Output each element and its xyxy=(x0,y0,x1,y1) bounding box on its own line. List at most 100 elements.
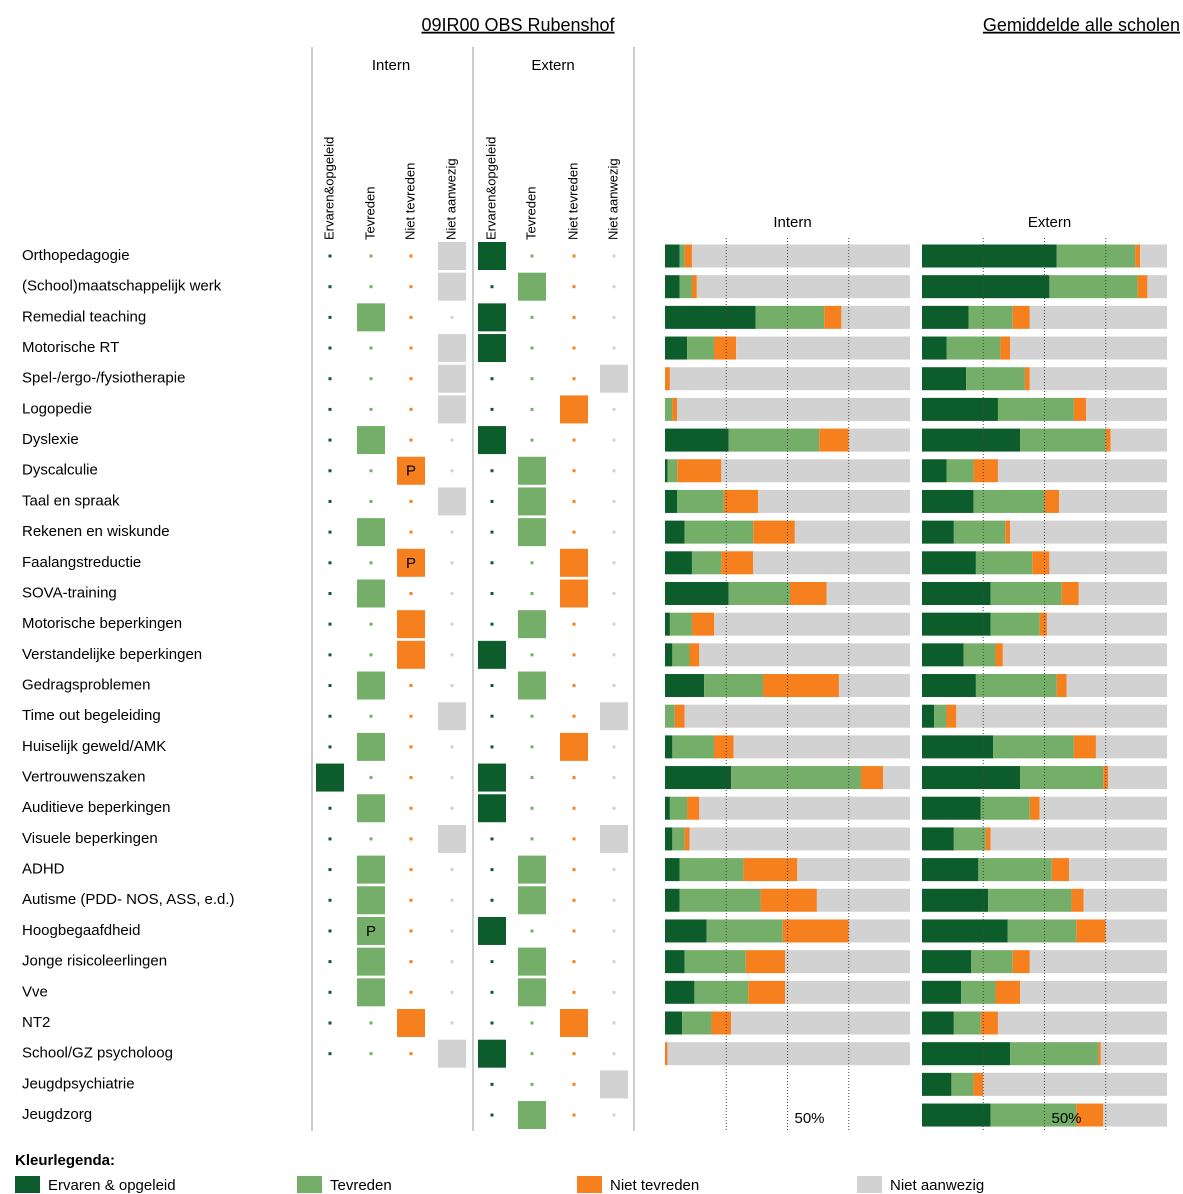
bar-segment xyxy=(696,275,910,299)
cell-dot xyxy=(530,407,534,411)
bar-segment xyxy=(922,367,967,391)
bar-segment xyxy=(763,674,839,698)
bar-segment xyxy=(665,674,705,698)
legend-swatch xyxy=(577,1176,602,1193)
cell-dot xyxy=(490,960,494,964)
bar-segment xyxy=(922,888,989,912)
bar-segment xyxy=(684,827,690,851)
bar-segment xyxy=(665,551,692,575)
bar-segment xyxy=(665,305,756,329)
bar-segment xyxy=(1044,489,1060,513)
bar-segment xyxy=(665,459,668,483)
cell-dot xyxy=(490,285,494,289)
bar-segment xyxy=(995,980,1020,1004)
cell-dot xyxy=(328,990,332,994)
cell-filled xyxy=(357,886,385,915)
bar-segment xyxy=(995,643,1003,667)
cell-dot xyxy=(530,714,534,718)
bar-segment xyxy=(669,796,688,820)
bar-segment xyxy=(669,367,910,391)
column-header: Ervaren&opgeleid xyxy=(321,137,336,240)
cell-filled xyxy=(560,1009,588,1037)
bar-segment xyxy=(953,827,986,851)
cell-dot xyxy=(450,1021,454,1025)
bar-segment xyxy=(922,520,954,544)
bar-segment xyxy=(1066,674,1167,698)
cell-filled xyxy=(600,1070,628,1099)
bar-segment xyxy=(672,735,714,759)
cell-dot xyxy=(328,960,332,964)
bar-segment xyxy=(665,888,680,912)
row-label: Remedial teaching xyxy=(22,308,146,325)
cell-filled xyxy=(357,855,385,884)
bar-segment xyxy=(1029,950,1167,974)
cell-dot xyxy=(572,254,576,258)
cell-dot xyxy=(450,591,454,595)
cell-dot xyxy=(572,990,576,994)
cell-dot xyxy=(450,684,454,688)
cell-dot xyxy=(612,653,616,657)
bar-segment xyxy=(687,796,700,820)
cell-dot xyxy=(409,714,413,718)
cell-label: P xyxy=(406,555,416,572)
bar-segment xyxy=(1039,796,1167,820)
cell-dot xyxy=(572,684,576,688)
bar-segment xyxy=(1071,888,1084,912)
bar-segment xyxy=(980,796,1030,820)
bar-segment xyxy=(665,1042,668,1066)
bar-segment xyxy=(665,275,680,299)
column-header: Niet aanwezig xyxy=(605,158,620,240)
bar-segment xyxy=(922,950,971,974)
cell-filled xyxy=(560,395,588,424)
cell-dot xyxy=(369,653,373,657)
cell-filled xyxy=(600,824,628,853)
row-label: Faalangstreductie xyxy=(22,554,141,571)
bar-segment xyxy=(677,489,724,513)
cell-dot xyxy=(572,898,576,902)
cell-dot xyxy=(612,315,616,319)
bar-segment xyxy=(711,1011,732,1035)
bar-segment xyxy=(797,858,910,882)
cell-dot xyxy=(369,469,373,473)
bar-segment xyxy=(990,581,1062,605)
cell-dot xyxy=(328,1021,332,1025)
cell-dot xyxy=(490,499,494,503)
cell-filled xyxy=(518,272,546,301)
cell-dot xyxy=(612,561,616,565)
cell-dot xyxy=(409,684,413,688)
bar-segment xyxy=(785,950,910,974)
bar-segment xyxy=(966,367,1025,391)
bar-segment xyxy=(665,367,670,391)
cell-dot xyxy=(572,1113,576,1117)
bar-segment xyxy=(973,1072,984,1096)
bar-segment xyxy=(985,827,991,851)
column-header: Ervaren&opgeleid xyxy=(483,137,498,240)
cell-dot xyxy=(450,960,454,964)
bar-segment xyxy=(672,827,685,851)
cell-dot xyxy=(328,315,332,319)
bar-segment xyxy=(1078,581,1167,605)
cell-dot xyxy=(490,530,494,534)
bar-segment xyxy=(973,459,998,483)
cell-dot xyxy=(409,898,413,902)
cell-filled xyxy=(357,794,385,823)
cell-filled xyxy=(518,518,546,547)
bar-segment xyxy=(1039,612,1047,636)
bar-segment xyxy=(990,827,1167,851)
cell-dot xyxy=(530,591,534,595)
cell-dot xyxy=(369,1021,373,1025)
cell-dot xyxy=(450,530,454,534)
cell-filled xyxy=(438,395,466,424)
bar-segment xyxy=(1073,735,1096,759)
cell-dot xyxy=(612,254,616,258)
legend-title: Kleurlegenda: xyxy=(15,1152,115,1169)
bar-segment xyxy=(975,551,1033,575)
cell-filled xyxy=(518,1101,546,1130)
row-label: (School)maatschappelijk werk xyxy=(22,278,222,295)
bar-segment xyxy=(699,796,910,820)
bar-segment xyxy=(1061,581,1079,605)
cell-dot xyxy=(530,1052,534,1056)
row-label: Spel-/ergo-/fysiotherapie xyxy=(22,370,185,387)
bar-segment xyxy=(1110,428,1167,452)
